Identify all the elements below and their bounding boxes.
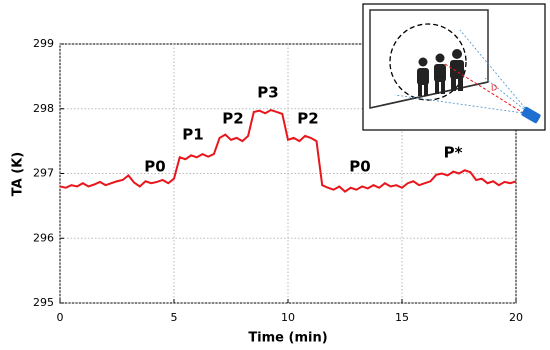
view-line <box>484 77 531 115</box>
annotation: P2 <box>222 110 243 128</box>
y-axis-label: TA (K) <box>11 152 26 196</box>
annotation: P3 <box>257 84 278 102</box>
x-tick-label: 10 <box>281 311 295 324</box>
y-tick-label: 295 <box>33 296 54 309</box>
people <box>417 49 464 96</box>
y-tick-label: 297 <box>33 167 54 180</box>
floor-edge <box>369 81 489 109</box>
annotation: P2 <box>297 110 318 128</box>
x-tick-label: 0 <box>57 311 64 324</box>
x-axis-label: Time (min) <box>248 331 327 346</box>
camera <box>521 106 541 124</box>
plot <box>59 108 517 193</box>
x-tick-label: 5 <box>171 311 178 324</box>
data-line <box>59 108 517 193</box>
distance-line <box>444 63 529 117</box>
y-tick-label: 299 <box>33 37 54 50</box>
x-tick-label: 15 <box>395 311 409 324</box>
annotation: P1 <box>182 126 203 144</box>
annotation: P0 <box>349 158 370 176</box>
x-tick-label: 20 <box>509 311 523 324</box>
annotation: P0 <box>144 158 165 176</box>
annotation: P* <box>444 144 463 162</box>
y-tick-label: 296 <box>33 231 54 244</box>
detection-zone <box>389 23 467 101</box>
distance-label: D <box>491 84 497 93</box>
y-tick-label: 298 <box>33 102 54 115</box>
view-line <box>394 94 531 115</box>
inset-diagram: D <box>362 3 546 131</box>
